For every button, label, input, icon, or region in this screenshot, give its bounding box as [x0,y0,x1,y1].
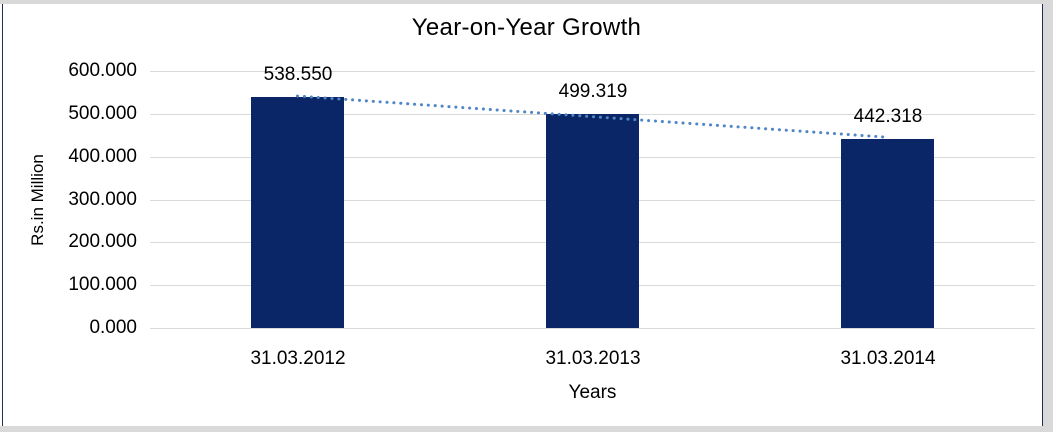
y-tick-label: 100.000 [68,274,137,295]
gridline [150,71,1035,72]
bar [841,139,934,328]
page-margin-top [0,0,1053,4]
category-label: 31.03.2012 [250,348,346,369]
x-axis-title: Years [568,382,617,403]
category-label: 31.03.2014 [840,348,936,369]
bar-value-label: 538.550 [263,64,333,85]
y-tick-label: 0.000 [89,317,137,338]
chart-border-left [2,4,3,426]
chart-title: Year-on-Year Growth [411,14,642,41]
page-margin-right [1043,0,1053,432]
y-tick-label: 600.000 [68,60,137,81]
y-tick-label: 300.000 [68,189,137,210]
y-tick-label: 400.000 [68,146,137,167]
bar [546,114,639,328]
page-margin-bottom [0,426,1053,432]
chart-border-right [1042,4,1043,426]
category-label: 31.03.2013 [545,348,641,369]
bar-value-label: 442.318 [853,106,923,127]
y-tick-label: 200.000 [68,231,137,252]
bar-value-label: 499.319 [558,81,628,102]
y-tick-label: 500.000 [68,103,137,124]
gridline [150,328,1035,329]
bar [251,97,344,328]
